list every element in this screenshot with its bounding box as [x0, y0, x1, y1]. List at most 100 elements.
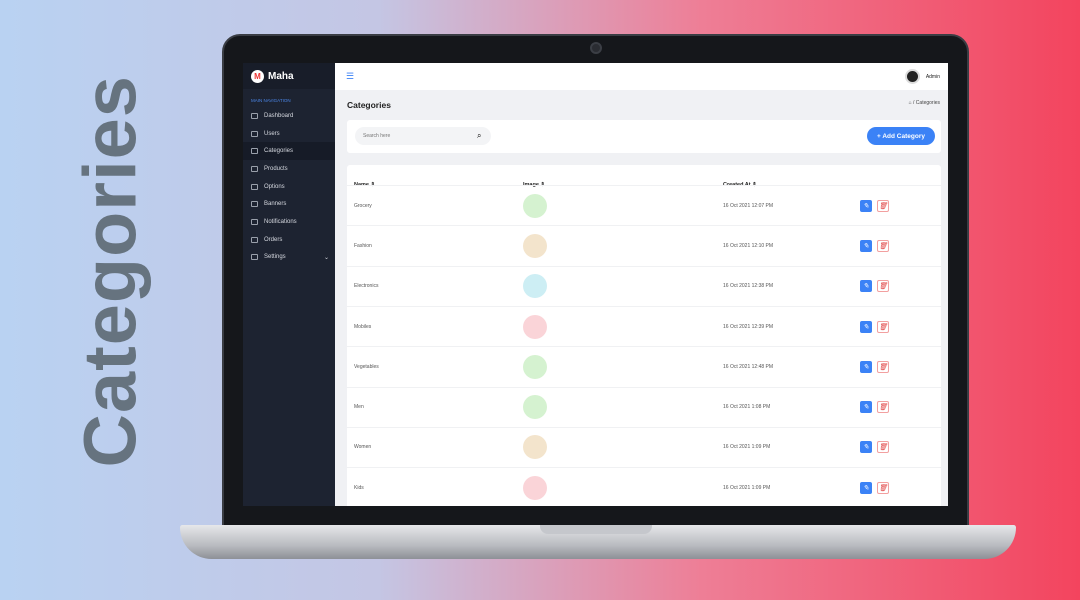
- nav-heading: MAIN NAVIGATION: [251, 98, 291, 103]
- created-at: 16 Oct 2021 1:08 PM: [723, 404, 771, 411]
- category-name: Women: [354, 444, 372, 451]
- search-input[interactable]: [355, 127, 491, 145]
- pencil-icon: ✎: [863, 363, 869, 371]
- sidebar-item-label: Banners: [264, 201, 287, 208]
- category-name: Fashion: [354, 242, 372, 249]
- options-icon: [251, 183, 258, 190]
- sidebar-item-label: Categories: [264, 148, 294, 155]
- category-image: [523, 435, 547, 460]
- categories-table: Name ⇕ Image ⇕ Created At ⇕ Grocery 16 O…: [347, 165, 941, 506]
- trash-icon: 🗑: [878, 404, 888, 412]
- pencil-icon: ✎: [863, 404, 869, 412]
- created-at: 16 Oct 2021 12:10 PM: [723, 242, 774, 249]
- table-row: Women 16 Oct 2021 1:09 PM ✎ 🗑: [347, 426, 941, 467]
- created-at: 16 Oct 2021 12:07 PM: [723, 202, 774, 209]
- sidebar-item-orders[interactable]: Orders: [243, 231, 335, 249]
- settings-icon: [251, 254, 258, 261]
- created-at: 16 Oct 2021 1:09 PM: [723, 444, 771, 451]
- category-name: Mobiles: [354, 323, 372, 330]
- sidebar-item-label: Products: [264, 165, 288, 172]
- table-row: Electronics 16 Oct 2021 12:38 PM ✎ 🗑: [347, 265, 941, 306]
- table-row: Kids 16 Oct 2021 1:09 PM ✎ 🗑: [347, 467, 941, 506]
- breadcrumb: ⌂ / Categories: [909, 100, 940, 106]
- dashboard-icon: [251, 112, 258, 119]
- webcam: [590, 42, 602, 54]
- sidebar-item-notifications[interactable]: Notifications: [243, 213, 335, 231]
- delete-button[interactable]: 🗑: [877, 360, 889, 373]
- trash-icon: 🗑: [878, 363, 888, 371]
- categories-icon: [251, 148, 258, 155]
- edit-button[interactable]: ✎: [860, 280, 872, 293]
- delete-button[interactable]: 🗑: [877, 320, 889, 333]
- sidebar-item-label: Options: [264, 183, 285, 190]
- trash-icon: 🗑: [878, 242, 888, 250]
- edit-button[interactable]: ✎: [860, 320, 872, 333]
- page-title: Categories: [347, 100, 391, 110]
- created-at: 16 Oct 2021 12:39 PM: [723, 323, 774, 330]
- category-name: Grocery: [354, 202, 372, 209]
- sidebar-item-label: Users: [264, 130, 280, 137]
- app-name: Maha: [268, 70, 294, 82]
- created-at: 16 Oct 2021 1:09 PM: [723, 484, 771, 491]
- table-row: Vegetables 16 Oct 2021 12:48 PM ✎ 🗑: [347, 346, 941, 386]
- category-image: [523, 314, 547, 339]
- edit-button[interactable]: ✎: [860, 239, 872, 252]
- search-icon[interactable]: ⌕: [477, 131, 482, 140]
- notifications-icon: [251, 218, 258, 225]
- category-name: Electronics: [354, 283, 379, 290]
- sidebar-item-users[interactable]: Users: [243, 125, 335, 143]
- category-name: Men: [354, 404, 364, 411]
- edit-button[interactable]: ✎: [860, 481, 872, 494]
- menu-icon[interactable]: ☰: [346, 71, 355, 81]
- category-image: [523, 354, 547, 379]
- edit-button[interactable]: ✎: [860, 360, 872, 373]
- delete-button[interactable]: 🗑: [877, 280, 889, 293]
- pencil-icon: ✎: [863, 242, 869, 250]
- trash-icon: 🗑: [878, 323, 888, 331]
- pencil-icon: ✎: [863, 444, 869, 452]
- edit-button[interactable]: ✎: [860, 441, 872, 454]
- laptop-notch: [540, 525, 652, 534]
- home-icon[interactable]: ⌂: [908, 100, 914, 106]
- sidebar: M Maha MAIN NAVIGATION Dashboard Users Cate…: [243, 63, 335, 506]
- sidebar-item-label: Settings: [264, 254, 286, 261]
- delete-button[interactable]: 🗑: [877, 441, 889, 454]
- trash-icon: 🗑: [878, 283, 888, 291]
- edit-button[interactable]: ✎: [860, 401, 872, 414]
- trash-icon: 🗑: [878, 202, 888, 210]
- toolbar-card: ⌕ + Add Category: [347, 120, 941, 153]
- app-screen: M Maha MAIN NAVIGATION Dashboard Users Cate…: [243, 63, 948, 506]
- breadcrumb-current: / Categories: [913, 100, 940, 106]
- pencil-icon: ✎: [863, 202, 869, 210]
- sidebar-item-banners[interactable]: Banners: [243, 195, 335, 213]
- delete-button[interactable]: 🗑: [877, 401, 889, 414]
- table-row: Men 16 Oct 2021 1:08 PM ✎ 🗑: [347, 386, 941, 427]
- sidebar-item-label: Dashboard: [264, 112, 294, 119]
- sidebar-item-options[interactable]: Options: [243, 178, 335, 196]
- sidebar-item-settings[interactable]: Settings ⌄: [243, 249, 335, 267]
- banners-icon: [251, 201, 258, 208]
- add-category-button[interactable]: + Add Category: [867, 127, 935, 145]
- category-image: [523, 233, 547, 258]
- category-image: [523, 475, 547, 500]
- category-image: [523, 193, 547, 218]
- sidebar-item-dashboard[interactable]: Dashboard: [243, 107, 335, 125]
- edit-button[interactable]: ✎: [860, 199, 872, 212]
- sidebar-item-label: Orders: [264, 236, 283, 243]
- delete-button[interactable]: 🗑: [877, 481, 889, 494]
- delete-button[interactable]: 🗑: [877, 199, 889, 212]
- sidebar-item-label: Notifications: [264, 218, 297, 225]
- sidebar-item-categories[interactable]: Categories: [243, 142, 335, 161]
- delete-button[interactable]: 🗑: [877, 239, 889, 252]
- user-menu[interactable]: Admin: [904, 69, 940, 84]
- logo[interactable]: M Maha: [243, 63, 335, 89]
- pencil-icon: ✎: [863, 323, 869, 331]
- users-icon: [251, 130, 258, 137]
- topbar: ☰ Admin: [335, 63, 948, 90]
- table-row: Mobiles 16 Oct 2021 12:39 PM ✎ 🗑: [347, 305, 941, 346]
- category-image: [523, 395, 547, 420]
- category-name: Vegetables: [354, 363, 379, 370]
- chevron-down-icon: ⌄: [323, 254, 329, 261]
- sidebar-item-products[interactable]: Products: [243, 160, 335, 178]
- created-at: 16 Oct 2021 12:38 PM: [723, 283, 774, 290]
